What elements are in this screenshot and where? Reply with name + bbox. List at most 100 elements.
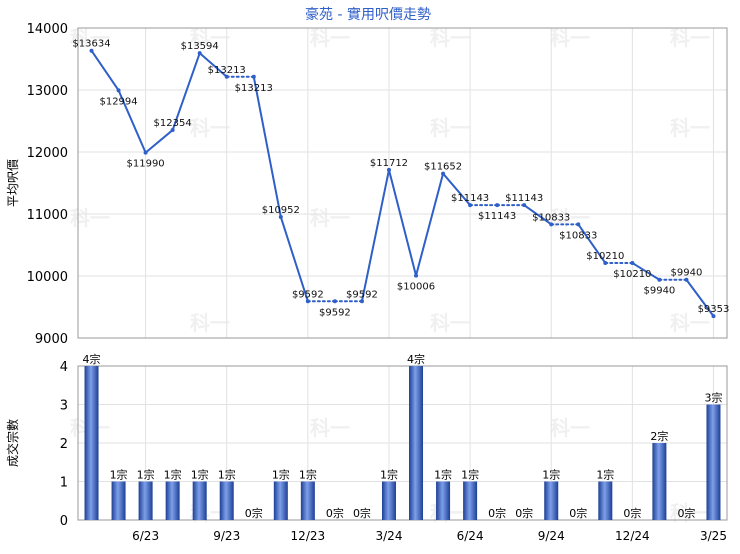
price-point-label: $10210 (586, 251, 624, 262)
count-bar-label: 0宗 (326, 506, 344, 520)
price-line-segment (90, 49, 120, 92)
count-bar (192, 481, 207, 520)
count-bar-label: 1宗 (299, 468, 317, 482)
price-point-label: $11143 (451, 193, 489, 204)
price-point-label: $10833 (532, 212, 570, 223)
x-tick-label: 12/23 (291, 529, 326, 543)
count-bar-label: 2宗 (650, 429, 668, 443)
price-point (170, 128, 175, 133)
price-point (630, 260, 635, 265)
count-bar (544, 481, 559, 520)
price-line-segment (252, 75, 282, 218)
count-tick-label: 0 (60, 514, 68, 529)
price-line-segment (360, 168, 390, 303)
count-bar-label: 1宗 (191, 468, 209, 482)
x-tick-label: 3/25 (700, 529, 727, 543)
count-bar-label: 1宗 (218, 468, 236, 482)
price-point (251, 74, 256, 79)
price-point (495, 203, 500, 208)
watermark-text: 科一 (310, 206, 350, 230)
price-point-label: $11712 (370, 158, 408, 169)
x-tick-label: 12/24 (615, 529, 650, 543)
count-bar-label: 0宗 (245, 506, 263, 520)
price-line-segment (117, 89, 147, 154)
price-point-label: $11990 (127, 159, 165, 170)
count-bar-label: 0宗 (623, 506, 641, 520)
price-point (278, 214, 283, 219)
watermark-text: 科一 (670, 26, 710, 50)
price-point (603, 260, 608, 265)
price-line-segment (279, 215, 309, 303)
count-bar (463, 481, 478, 520)
price-line-segment (415, 172, 445, 277)
watermark-text: 科一 (670, 311, 710, 335)
count-bar-label: 1宗 (380, 468, 398, 482)
price-line-segment (144, 129, 174, 154)
price-point (657, 277, 662, 282)
price-point (549, 222, 554, 227)
price-point-label: $10833 (559, 230, 597, 241)
count-bar-label: 0宗 (569, 506, 587, 520)
count-bar-label: 1宗 (542, 468, 560, 482)
price-axis-label: 平均呎價 (6, 159, 20, 207)
price-point (89, 48, 94, 53)
price-line-segment (387, 168, 418, 277)
watermark-text: 科一 (190, 311, 230, 335)
count-bar (381, 481, 396, 520)
watermark-text: 科一 (550, 26, 590, 50)
count-bar-label: 1宗 (434, 468, 452, 482)
price-point-label: $9940 (643, 286, 675, 297)
price-point (386, 167, 391, 172)
price-point (359, 299, 364, 304)
price-point (116, 88, 121, 93)
price-point (711, 314, 716, 319)
price-tick-label: 13000 (27, 84, 68, 99)
price-point-label: $12354 (154, 118, 192, 129)
count-bar-label: 1宗 (596, 468, 614, 482)
count-bar (219, 481, 234, 520)
watermark-text: 科一 (430, 311, 470, 335)
count-bar-label: 1宗 (164, 468, 182, 482)
price-point-label: $9353 (698, 304, 730, 315)
watermark-text: 科一 (310, 26, 350, 50)
count-bar (436, 481, 451, 520)
watermark-text: 科一 (190, 116, 230, 140)
price-point (224, 74, 229, 79)
price-tick-label: 14000 (27, 22, 68, 37)
price-point-label: $9592 (292, 289, 324, 300)
count-bar (300, 481, 315, 520)
count-bar (273, 481, 288, 520)
count-bar-label: 0宗 (353, 506, 371, 520)
price-tick-label: 10000 (27, 270, 68, 285)
price-point (468, 203, 473, 208)
count-bar (84, 366, 99, 520)
watermark-text: 科一 (550, 416, 590, 440)
price-point-label: $10952 (262, 205, 300, 216)
count-tick-label: 2 (60, 437, 68, 452)
x-tick-label: 9/23 (213, 529, 240, 543)
count-bar-label: 1宗 (137, 468, 155, 482)
watermark-text: 科一 (70, 206, 110, 230)
price-tick-label: 11000 (27, 208, 68, 223)
watermark-text: 科一 (190, 26, 230, 50)
count-bar-label: 0宗 (488, 506, 506, 520)
price-point (332, 299, 337, 304)
count-bar-label: 0宗 (677, 506, 695, 520)
price-point-label: $9940 (671, 268, 703, 279)
price-point-label: $9592 (346, 289, 378, 300)
watermark-text: 科一 (550, 206, 590, 230)
price-point-label: $11652 (424, 162, 462, 173)
count-bar-label: 1宗 (461, 468, 479, 482)
count-bar-label: 0宗 (515, 506, 533, 520)
count-bar (409, 366, 424, 520)
watermark-text: 科一 (70, 26, 110, 50)
price-line-segment (577, 223, 607, 264)
count-bar (111, 481, 126, 520)
price-point (305, 299, 310, 304)
price-point-label: $13213 (208, 65, 246, 76)
chart-title: 豪苑 - 實用呎價走勢 (305, 6, 431, 23)
price-point (414, 273, 419, 278)
price-point (441, 171, 446, 176)
count-bar (706, 404, 721, 520)
